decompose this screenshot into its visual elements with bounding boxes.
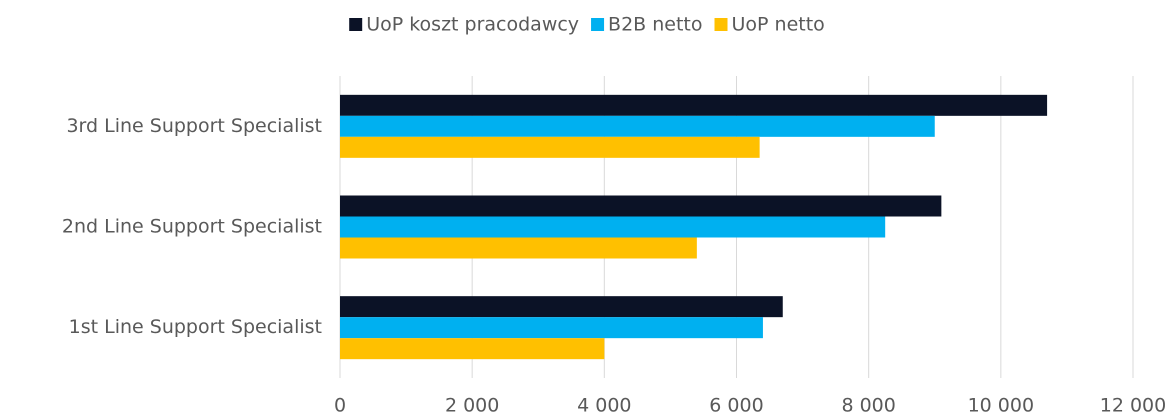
bar: [340, 237, 697, 259]
category-label: 1st Line Support Specialist: [69, 316, 322, 338]
x-tick-label: 2 000: [445, 395, 499, 417]
x-tick-label: 0: [334, 395, 346, 417]
bar: [340, 195, 942, 217]
bar: [340, 296, 783, 318]
x-tick-label: 12 000: [1100, 395, 1166, 417]
bar: [340, 216, 886, 238]
bar: [340, 115, 935, 137]
x-tick-label: 6 000: [709, 395, 763, 417]
legend-swatch: [714, 18, 728, 31]
legend-swatch: [591, 18, 605, 31]
legend-swatch: [349, 18, 363, 31]
bar: [340, 338, 605, 360]
bar: [340, 94, 1048, 116]
bar: [340, 317, 763, 339]
legend-label: UoP netto: [732, 14, 825, 36]
x-tick-label: 10 000: [968, 395, 1034, 417]
legend-label: UoP koszt pracodawcy: [366, 14, 579, 36]
bar: [340, 136, 760, 158]
category-label: 3rd Line Support Specialist: [66, 115, 322, 137]
legend-label: B2B netto: [608, 14, 702, 36]
x-tick-label: 8 000: [841, 395, 895, 417]
x-tick-label: 4 000: [577, 395, 631, 417]
category-label: 2nd Line Support Specialist: [62, 216, 322, 238]
